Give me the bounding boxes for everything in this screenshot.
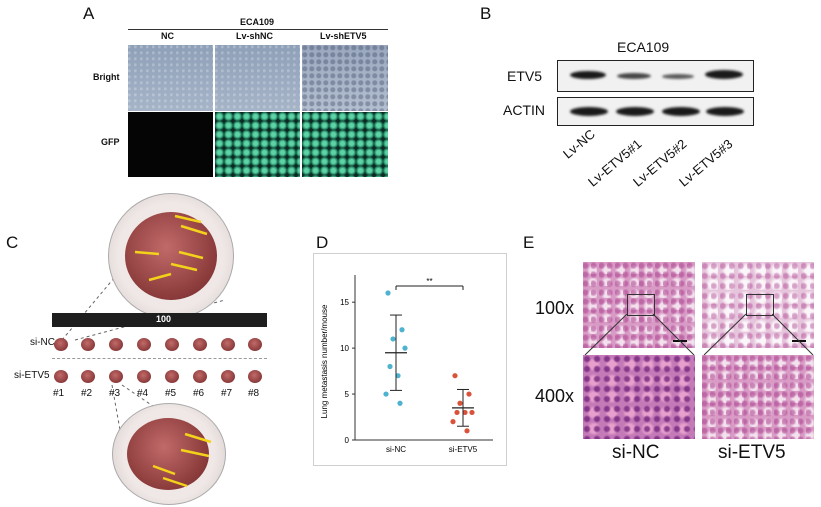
dot-plot-chart: 0 5 10 15 Lung metastasis number/mouse si-NC s… [320,275,493,454]
histology-400x-si-etv5 [702,355,814,439]
data-point [466,391,472,397]
panel-b-protein-actin: ACTIN [503,102,545,118]
data-point [454,409,460,416]
band-actin-lane1 [570,107,608,116]
panel-b-letter: B [480,4,492,23]
data-point [452,373,458,379]
x-tick-label: si-ETV5 [449,445,478,454]
sample-ids: #1 #2 #3 #4 #5 #6 #7 #8 [52,388,272,400]
label-400x: 400x [535,386,575,406]
panel-a-cell-line: ECA109 [240,17,275,27]
band-etv5-lane3 [662,74,694,79]
panel-a-row-gfp: GFP [101,137,120,147]
arrow-icon [152,432,212,488]
micrograph-gfp-lvshetv5 [302,112,388,177]
y-tick-label: 5 [345,390,350,399]
data-point [457,400,463,406]
y-axis-label: Lung metastasis number/mouse [320,304,329,418]
sample-id: #8 [248,388,260,399]
data-point [383,391,389,397]
panel-e-letter: E [523,233,535,252]
lungs-si-nc-row [52,334,267,354]
label-e-si-nc: si-NC [612,442,660,463]
data-point [399,327,405,333]
micrograph-bright-lvshetv5 [302,45,388,111]
y-tick-label: 10 [340,344,349,353]
sample-id: #2 [81,388,93,399]
zoom-box [746,294,774,316]
data-point [469,409,475,416]
panel-b-cell-line: ECA109 [617,39,670,55]
label-100x: 100x [535,298,575,318]
y-tick-label: 0 [345,436,350,445]
label-si-nc: si-NC [30,337,55,348]
panel-a-row-bright: Bright [93,72,120,82]
data-point [387,363,393,370]
panel-c-letter: C [6,233,19,252]
data-point [450,419,456,425]
micrograph-gfp-nc [128,112,213,177]
chart-border [313,253,507,466]
band-etv5-lane2 [617,73,651,79]
data-point [462,409,468,416]
label-e-si-etv5: si-ETV5 [718,442,786,463]
panel-a-col-lvshnc: Lv-shNC [236,31,274,41]
panel-a-col-nc: NC [161,31,174,41]
arrow-icon [134,214,208,282]
band-etv5-lane1 [570,71,606,79]
panel-a-col-lvshetv5: Lv-shETV5 [320,31,367,41]
data-point [464,428,470,434]
panel-b-protein-etv5: ETV5 [507,68,543,84]
label-si-etv5: si-ETV5 [14,370,50,381]
sample-id: #4 [137,388,149,399]
histology-400x-si-nc [583,355,695,439]
y-tick-label: 15 [340,298,349,307]
data-point [397,400,403,406]
data-point [402,345,408,351]
lung-zoom-top-tissue [125,212,217,300]
micrograph-gfp-lvshnc [215,112,300,177]
ruler-label: 100 [156,314,172,324]
sample-id: #5 [165,388,177,399]
band-etv5-lane4 [705,70,743,79]
significance-label: ** [426,277,432,286]
lungs-si-etv5-row [52,367,267,387]
western-blot-etv5 [557,60,754,92]
panel-a-letter: A [83,4,95,23]
lung-zoom-top [108,193,234,319]
sample-id: #7 [221,388,233,399]
sample-id: #1 [53,388,65,399]
x-tick-label: si-NC [386,445,406,454]
data-point [390,336,396,342]
micrograph-bright-lvshnc [215,45,300,111]
data-point [395,373,401,379]
micrograph-bright-nc [128,45,213,111]
lung-zoom-bottom [112,403,226,505]
data-point [385,290,391,296]
histology-100x-si-etv5 [702,262,814,348]
histology-100x-si-nc [583,262,695,348]
ruler: 100 [52,313,267,327]
sample-id: #3 [109,388,121,399]
panel-a-header-line [128,29,388,30]
western-blot-actin [557,97,754,126]
band-actin-lane3 [662,107,700,116]
panel-d-letter: D [316,233,329,252]
zoom-box [627,294,655,316]
sample-id: #6 [193,388,205,399]
row-divider [52,358,267,359]
band-actin-lane2 [616,107,654,116]
band-actin-lane4 [706,107,744,116]
